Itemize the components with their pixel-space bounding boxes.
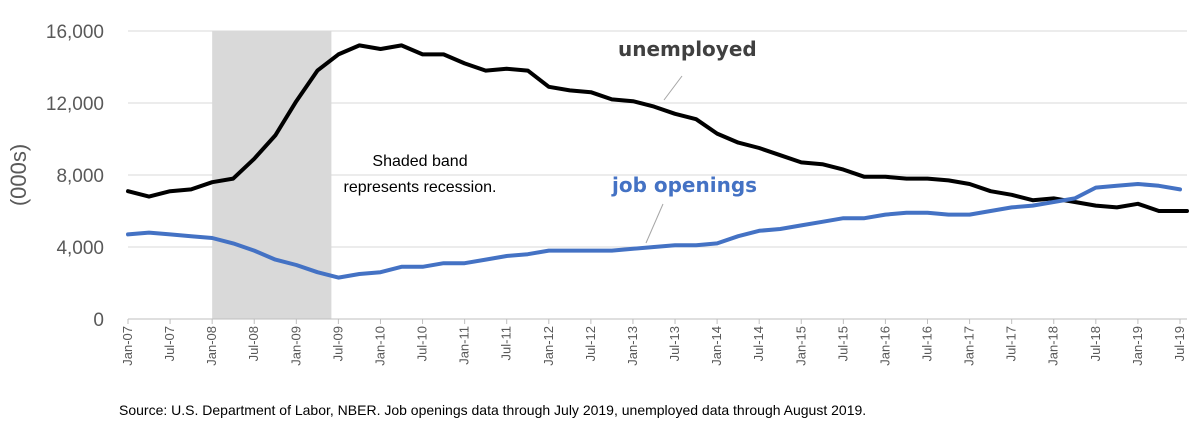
series-line-job-openings [126,182,1182,280]
legend-label-job-openings: job openings [611,173,757,197]
x-tick-label: Jan-11 [457,326,472,365]
x-tick-label: Jul-14 [751,326,766,361]
y-tick-label: 8,000 [56,166,104,187]
x-tick-label: Jan-19 [1130,326,1145,366]
x-tick-label: Jul-18 [1088,326,1103,361]
y-tick-label: 12,000 [46,94,104,115]
recession-annotation: Shaded band represents recession. [344,153,497,196]
x-tick-label: Jan-17 [962,326,977,366]
unemployed-leader-line [663,75,683,101]
x-tick-label: Jul-16 [920,326,935,361]
annotation-line: represents recession. [344,179,497,196]
y-axis-title: (000s) [6,144,31,206]
y-tick-label: 16,000 [46,22,104,43]
gridlines [128,30,1187,248]
annotation-line: Shaded band [372,153,467,170]
x-tick-label: Jan-12 [541,326,556,366]
x-tick-label: Jan-09 [288,326,303,366]
x-tick-label: Jan-10 [372,326,387,366]
x-tick-label: Jan-13 [625,326,640,366]
x-tick-label: Jul-17 [1004,326,1019,361]
x-tick-label: Jan-07 [120,326,135,366]
y-tick-label: 4,000 [56,238,104,259]
x-tick-label: Jul-09 [330,326,345,361]
x-tick-label: Jan-15 [793,326,808,366]
series-line-unemployed [126,43,1189,213]
x-tick-label: Jan-14 [709,326,724,366]
legend-label-unemployed: unemployed [618,37,757,61]
x-tick-label: Jul-10 [415,326,430,361]
x-tick-label: Jul-12 [583,326,598,361]
y-tick-label: 0 [93,310,104,331]
job-openings-leader-line [645,203,664,244]
x-tick-label: Jan-08 [204,326,219,366]
x-tick-label: Jul-08 [246,326,261,361]
x-tick-label: Jan-16 [877,326,892,366]
x-tick-label: Jan-18 [1046,326,1061,366]
source-note: Source: U.S. Department of Labor, NBER. … [119,402,866,418]
x-tick-label: Jul-11 [499,326,514,360]
x-tick-label: Jul-07 [162,326,177,361]
x-tick-label: Jul-15 [835,326,850,361]
x-tick-label: Jul-19 [1172,326,1187,361]
x-tick-label: Jul-13 [667,326,682,361]
